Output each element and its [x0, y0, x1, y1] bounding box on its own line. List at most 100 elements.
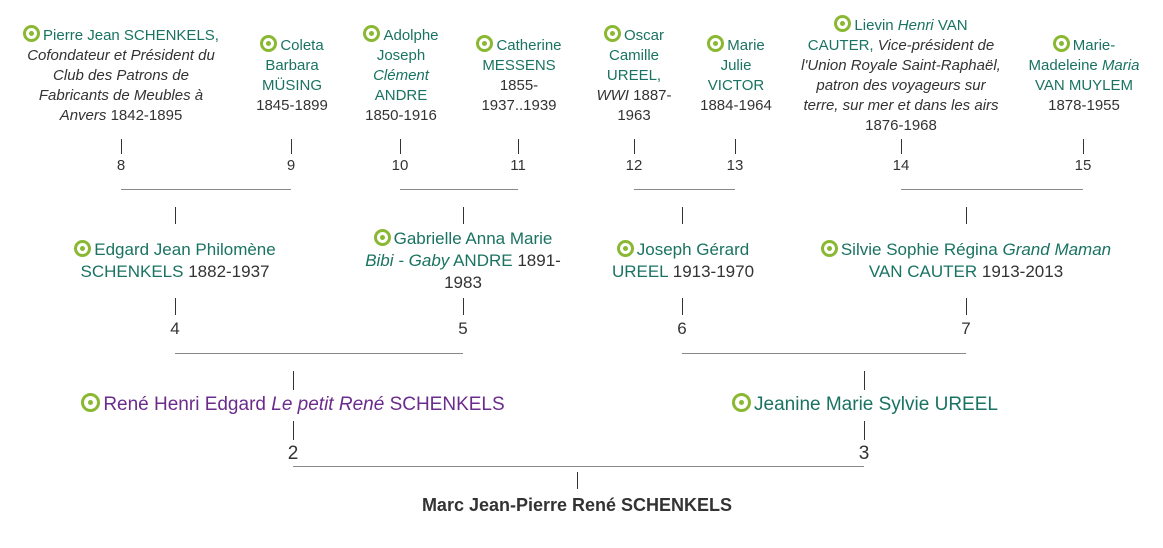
- sosa-number-8: 8: [116, 157, 126, 174]
- person-name[interactable]: Barbara: [265, 57, 319, 74]
- connector-tick: [634, 139, 635, 154]
- person-surname[interactable]: MESSENS: [482, 57, 556, 74]
- person-years: 1983: [444, 273, 482, 292]
- sosa-number-14: 14: [892, 157, 910, 174]
- person-icon[interactable]: [1052, 35, 1070, 52]
- person-description: terre, sur mer et dans les airs: [803, 97, 999, 114]
- couple-line: [400, 189, 518, 190]
- person-icon[interactable]: [820, 240, 838, 257]
- person-name[interactable]: Pierre Jean SCHENKELS,: [43, 27, 219, 44]
- person-surname[interactable]: VAN MUYLEM: [1034, 77, 1134, 94]
- person-icon[interactable]: [707, 35, 725, 52]
- person-name[interactable]: Edgard Jean Philomène: [94, 240, 276, 259]
- person-15[interactable]: Marie- Madeleine Maria VAN MUYLEM 1878-1…: [1018, 35, 1150, 116]
- person-nickname[interactable]: Clément: [373, 67, 429, 84]
- sosa-number-6: 6: [677, 319, 687, 338]
- person-surname[interactable]: VAN CAUTER: [868, 262, 978, 281]
- sosa-number-9: 9: [286, 157, 296, 174]
- person-name[interactable]: Adolphe: [383, 27, 439, 44]
- person-name[interactable]: Marie-: [1072, 37, 1116, 54]
- person-surname[interactable]: VICTOR: [707, 77, 765, 94]
- connector-tick: [577, 472, 578, 489]
- person-years: 1913-2013: [981, 262, 1064, 281]
- person-nickname[interactable]: Bibi - Gaby: [365, 251, 450, 270]
- person-years: 1887-: [633, 87, 672, 104]
- person-surname[interactable]: UREEL,: [606, 67, 662, 84]
- person-name[interactable]: Gabrielle Anna Marie: [393, 229, 553, 248]
- person-icon[interactable]: [476, 35, 494, 52]
- person-8[interactable]: Pierre Jean SCHENKELS, Cofondateur et Pr…: [10, 25, 232, 126]
- person-icon[interactable]: [23, 25, 41, 42]
- person-name[interactable]: Joseph: [376, 47, 426, 64]
- connector-tick: [966, 298, 967, 315]
- connector-tick: [291, 139, 292, 154]
- person-icon[interactable]: [603, 25, 621, 42]
- connector-tick: [400, 139, 401, 154]
- couple-line: [175, 353, 463, 354]
- person-surname[interactable]: UREEL: [611, 262, 668, 281]
- person-years: 1845-1899: [256, 97, 328, 114]
- person-name[interactable]: Marie: [727, 37, 765, 54]
- person-surname[interactable]: ANDRE: [453, 251, 513, 270]
- connector-tick: [682, 207, 683, 224]
- person-years: 1842-1895: [110, 107, 183, 124]
- person-name[interactable]: Catherine: [496, 37, 562, 54]
- person-name[interactable]: Camille: [608, 47, 659, 64]
- person-years: 1891-: [517, 251, 561, 270]
- person-surname[interactable]: VAN: [937, 17, 968, 34]
- person-3[interactable]: Jeanine Marie Sylvie UREEL: [700, 393, 1030, 417]
- person-years: 1882-1937: [188, 262, 270, 281]
- person-11[interactable]: Catherine MESSENS 1855- 1937..1939: [463, 35, 575, 116]
- couple-line: [682, 353, 966, 354]
- person-nickname[interactable]: Grand Maman: [1002, 240, 1112, 259]
- root-person-name[interactable]: Marc Jean-Pierre René SCHENKELS: [421, 495, 733, 515]
- person-name[interactable]: Jeanine Marie Sylvie UREEL: [754, 394, 998, 415]
- person-5[interactable]: Gabrielle Anna Marie Bibi - Gaby ANDRE 1…: [345, 228, 581, 294]
- connector-tick: [901, 139, 902, 154]
- connector-tick: [175, 207, 176, 224]
- person-icon[interactable]: [834, 15, 852, 32]
- person-description: patron des voyageurs sur: [816, 77, 986, 94]
- person-icon[interactable]: [74, 240, 92, 257]
- person-2[interactable]: René Henri Edgard Le petit René SCHENKEL…: [40, 393, 546, 417]
- person-surname[interactable]: ANDRE: [374, 87, 428, 104]
- person-icon[interactable]: [616, 240, 634, 257]
- person-7[interactable]: Silvie Sophie Régina Grand Maman VAN CAU…: [796, 239, 1136, 283]
- person-name[interactable]: Coleta: [280, 37, 324, 54]
- person-icon[interactable]: [373, 229, 391, 246]
- person-name[interactable]: Joseph Gérard: [636, 240, 750, 259]
- couple-line: [121, 189, 291, 190]
- person-years: 1850-1916: [365, 107, 437, 124]
- person-9[interactable]: Coleta Barbara MÜSING 1845-1899: [247, 35, 337, 116]
- person-13[interactable]: Marie Julie VICTOR 1884-1964: [693, 35, 779, 116]
- person-6[interactable]: Joseph Gérard UREEL 1913-1970: [585, 239, 781, 283]
- person-nickname[interactable]: Maria: [1101, 57, 1140, 74]
- person-name[interactable]: René Henri Edgard: [103, 394, 266, 415]
- root-person[interactable]: Marc Jean-Pierre René SCHENKELS: [377, 495, 777, 515]
- person-icon[interactable]: [81, 393, 101, 412]
- person-surname[interactable]: SCHENKELS: [80, 262, 184, 281]
- connector-tick: [518, 139, 519, 154]
- person-icon[interactable]: [260, 35, 278, 52]
- person-surname[interactable]: SCHENKELS: [389, 394, 505, 415]
- person-4[interactable]: Edgard Jean Philomène SCHENKELS 1882-193…: [40, 239, 310, 283]
- person-icon[interactable]: [363, 25, 381, 42]
- person-name[interactable]: Julie: [720, 57, 752, 74]
- connector-tick: [293, 371, 294, 390]
- connector-tick: [966, 207, 967, 224]
- person-name[interactable]: Silvie Sophie Régina: [840, 240, 998, 259]
- person-nickname[interactable]: Henri: [897, 17, 934, 34]
- person-description: Club des Patrons de: [53, 67, 189, 84]
- person-name[interactable]: Lievin: [854, 17, 894, 34]
- person-surname[interactable]: MÜSING: [262, 77, 322, 94]
- couple-line: [293, 466, 864, 467]
- person-icon[interactable]: [732, 393, 752, 412]
- person-14[interactable]: Lievin Henri VAN CAUTER, Vice-président …: [786, 15, 1016, 136]
- person-nickname[interactable]: Le petit René: [271, 394, 385, 415]
- person-surname[interactable]: CAUTER,: [807, 37, 874, 54]
- person-name[interactable]: Madeleine: [1028, 57, 1098, 74]
- person-10[interactable]: Adolphe Joseph Clément ANDRE 1850-1916: [355, 25, 447, 126]
- person-name[interactable]: Oscar: [623, 27, 664, 44]
- person-description: Vice-président de: [877, 37, 995, 54]
- person-12[interactable]: Oscar Camille UREEL, WWI 1887- 1963: [589, 25, 679, 126]
